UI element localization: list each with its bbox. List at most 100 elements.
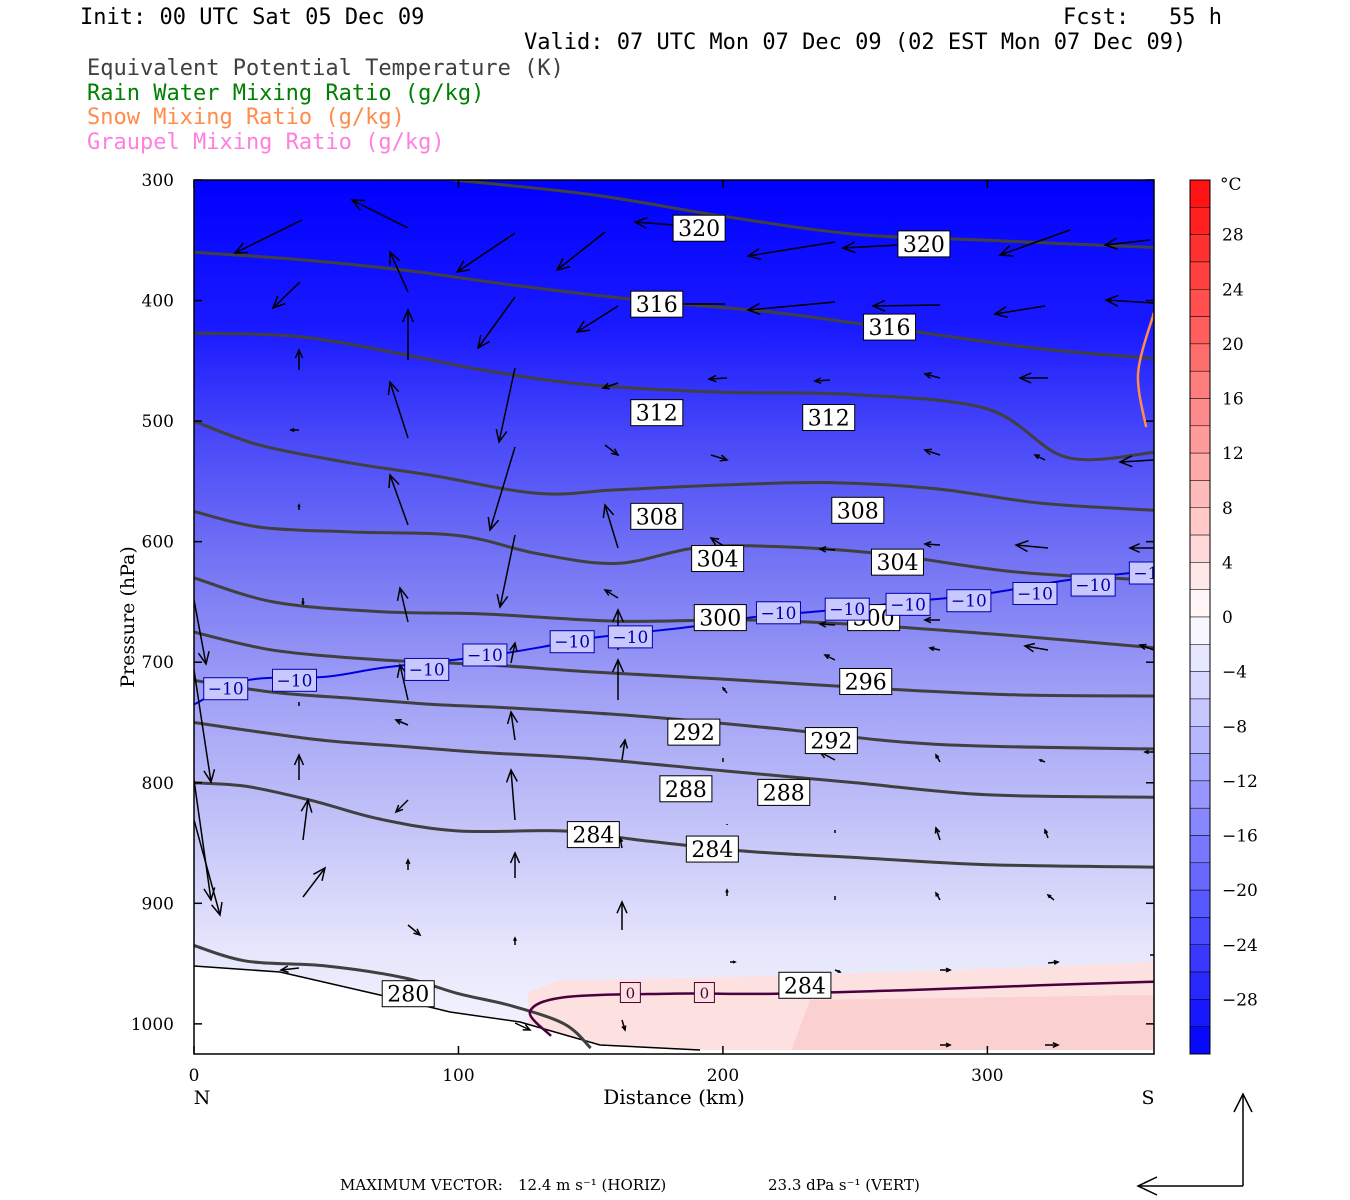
wind-vector-shaft: [389, 474, 409, 526]
wind-vector-head: [945, 967, 952, 973]
theta-e-contour-308: [194, 419, 1154, 512]
wind-vector-head: [396, 586, 409, 602]
isotherm-label-text: −10: [409, 660, 445, 680]
wind-vector-shaft: [604, 444, 619, 456]
wind-vector-shaft: [1139, 644, 1154, 651]
colorbar-swatch: [1189, 944, 1211, 973]
wind-vector: [509, 851, 521, 878]
wind-vector: [834, 969, 842, 973]
wind-vector-shaft: [399, 664, 409, 701]
y-tick-label: 700: [142, 653, 174, 673]
wind-vector-head: [746, 302, 761, 316]
wind-vector-head: [387, 380, 400, 396]
isotherm-minus10-label: −10: [607, 625, 653, 649]
max-vector-label: MAXIMUM VECTOR:: [340, 1176, 503, 1194]
wind-vector: [940, 967, 952, 973]
wind-vector-shaft: [407, 924, 421, 936]
wind-vector-head: [509, 851, 521, 864]
wind-vector: [1047, 959, 1060, 965]
legend-rain-water: Rain Water Mixing Ratio (g/kg): [87, 81, 485, 106]
isotherm-minus10-label: −10: [885, 592, 931, 616]
colorbar-tick-label: 16: [1222, 390, 1244, 410]
isotherm-zero-text: 0: [700, 985, 710, 1003]
wind-vector: [746, 241, 836, 261]
wind-vector: [396, 586, 409, 623]
theta-e-label-280: 280: [381, 980, 435, 1008]
theta-e-label-text: 316: [869, 316, 911, 341]
wind-vector: [746, 301, 836, 316]
theta-e-label-292: 292: [667, 718, 721, 746]
isotherm-label-text: −10: [829, 600, 865, 620]
wind-vector: [289, 427, 299, 433]
y-axis-title: Pressure (hPa): [117, 546, 139, 688]
isotherm-label-text: −10: [1017, 584, 1053, 604]
wind-vector: [871, 299, 941, 312]
theta-e-label-text: 288: [665, 778, 707, 803]
wind-vector: [455, 232, 516, 274]
wind-vector-head: [923, 372, 932, 379]
colorbar-swatch: [1189, 316, 1211, 345]
colorbar-unit: °C: [1220, 175, 1242, 195]
wind-vector: [619, 738, 629, 761]
wind-vector-shaft: [924, 373, 941, 379]
colorbar-swatch: [1189, 616, 1211, 645]
theta-e-label-box: [685, 835, 739, 863]
theta-e-label-box: [381, 980, 435, 1008]
isotherm-minus10-label: −10: [404, 657, 450, 681]
theta-e-label-308: 308: [831, 496, 885, 524]
colorbar-swatch: [1189, 889, 1211, 918]
wind-vector-head: [1128, 543, 1140, 553]
wind-vector: [350, 199, 409, 229]
x-tick-label: 0: [189, 1066, 200, 1086]
colorbar-swatch: [1189, 780, 1211, 809]
isotherm-label-box: [271, 668, 317, 692]
wind-vector: [279, 965, 300, 974]
north-label: N: [194, 1087, 211, 1109]
wind-vector-head: [476, 334, 490, 350]
theta-e-contour-320: [453, 180, 1154, 249]
colorbar-tick-label: −16: [1222, 827, 1258, 847]
wind-vector-head: [509, 641, 518, 652]
colorbar-tick-label: −8: [1222, 717, 1247, 737]
colorbar-swatch: [1189, 917, 1211, 945]
theta-e-label-box: [804, 727, 858, 755]
theta-e-label-304: 304: [870, 548, 924, 576]
wind-vector-head: [513, 936, 517, 942]
wind-vector-head: [495, 428, 508, 444]
isotherm-minus10-label: −10: [462, 643, 508, 667]
wind-vector-shaft: [1015, 544, 1049, 549]
wind-vector: [194, 669, 216, 784]
theta-e-label-316: 316: [630, 290, 684, 318]
y-tick-label: 900: [142, 894, 174, 914]
wind-vector-head: [813, 377, 822, 385]
wind-vector-head: [928, 646, 935, 652]
colorbar-swatch: [1189, 644, 1211, 672]
wind-vector-shaft: [302, 799, 309, 841]
max-vector-horiz: 12.4 m s⁻¹ (HORIZ): [518, 1176, 667, 1194]
wind-vector: [509, 641, 518, 664]
wind-vector-head: [289, 427, 295, 433]
wind-vector: [934, 826, 941, 841]
wind-vector-head: [297, 503, 301, 508]
wind-vector-head: [633, 216, 648, 229]
wind-vector-shaft: [194, 779, 212, 901]
wind-vector-shaft: [819, 623, 836, 626]
isotherm-label-box: [549, 630, 595, 654]
theta-e-label-text: 304: [697, 548, 739, 573]
isotherm-label-box: [885, 592, 931, 616]
wind-vector-shaft: [1024, 645, 1049, 651]
theta-e-label-312: 312: [802, 403, 856, 431]
wind-vector: [611, 658, 625, 700]
wind-vector-head: [505, 768, 518, 783]
wind-vector: [401, 308, 415, 360]
theta-e-label-box: [897, 230, 951, 258]
wind-vector-head: [197, 651, 210, 666]
isotherm-label-text: −10: [1075, 576, 1111, 596]
colorbar-swatch: [1189, 179, 1211, 208]
wind-vector: [387, 380, 409, 439]
wind-vector-shaft: [602, 382, 619, 389]
wind-vector-head: [934, 826, 941, 834]
wind-vector-shaft: [194, 599, 207, 665]
wind-vector: [730, 960, 737, 964]
wind-vector-head: [841, 241, 856, 254]
